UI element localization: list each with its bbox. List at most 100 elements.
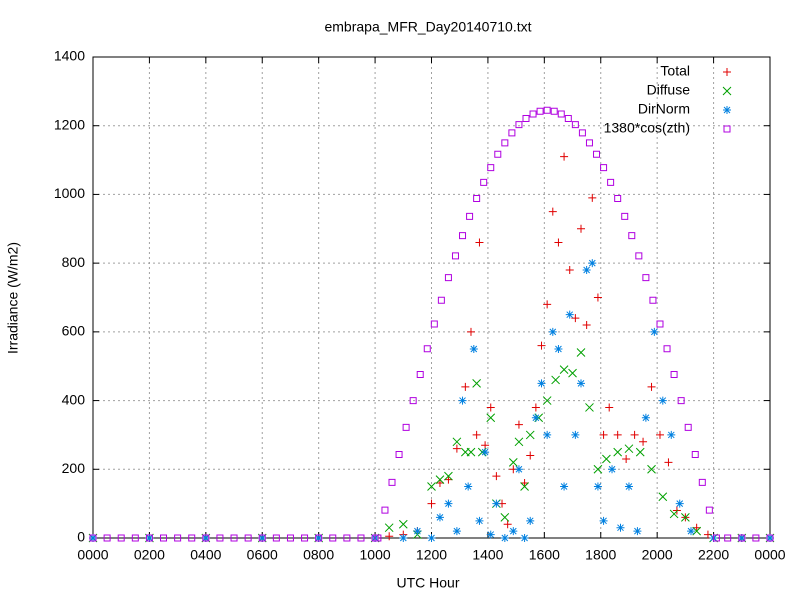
data-point <box>554 238 563 247</box>
data-point <box>565 310 574 319</box>
x-tick-label: 0800 <box>303 547 334 563</box>
data-point <box>681 513 690 522</box>
data-point <box>480 178 488 186</box>
x-tick-label: 2000 <box>642 547 673 563</box>
data-point <box>444 471 453 481</box>
data-point <box>582 320 591 329</box>
data-point <box>89 534 97 542</box>
data-point <box>582 266 591 275</box>
data-point <box>593 150 601 158</box>
data-point <box>641 413 650 422</box>
data-point <box>605 403 614 412</box>
data-point <box>738 534 746 542</box>
data-point <box>560 152 569 161</box>
data-point <box>466 447 476 457</box>
data-point <box>398 519 408 529</box>
data-point <box>500 534 509 542</box>
data-point <box>551 375 560 385</box>
x-tick-label: 2200 <box>698 547 729 563</box>
data-point <box>621 212 629 220</box>
y-tick-label: 200 <box>62 460 86 476</box>
data-point <box>684 423 692 431</box>
data-point <box>515 121 523 129</box>
data-point <box>568 368 577 378</box>
data-point <box>550 107 558 115</box>
data-point <box>385 532 394 541</box>
data-point <box>675 499 684 508</box>
data-point <box>624 482 633 491</box>
data-point <box>301 534 309 542</box>
x-axis-label: UTC Hour <box>396 575 459 591</box>
data-point <box>752 534 760 542</box>
data-point <box>647 382 656 391</box>
data-point <box>315 534 323 542</box>
data-point <box>272 534 280 542</box>
data-point <box>501 139 509 147</box>
data-point <box>492 472 501 481</box>
x-tick-label: 1600 <box>529 547 560 563</box>
data-point <box>599 516 608 525</box>
data-point <box>571 314 580 323</box>
data-point <box>494 150 502 158</box>
chart-title: embrapa_MFR_Day20140710.txt <box>324 19 531 35</box>
data-point <box>487 164 495 172</box>
data-point <box>624 444 634 454</box>
data-point <box>444 475 453 484</box>
data-point <box>216 534 224 542</box>
data-point <box>188 534 196 542</box>
data-point <box>117 534 125 542</box>
data-point <box>537 341 546 350</box>
data-point <box>508 129 516 137</box>
data-point <box>452 444 461 453</box>
data-point <box>427 499 436 508</box>
data-point <box>174 534 182 542</box>
data-point <box>458 396 467 405</box>
data-point <box>452 437 462 447</box>
data-point <box>258 534 266 542</box>
data-point <box>608 465 617 474</box>
data-point <box>667 430 676 439</box>
data-point <box>466 327 475 336</box>
x-tick-label: 0000 <box>754 547 785 563</box>
x-tick-label: 0200 <box>134 547 165 563</box>
data-point <box>656 320 664 328</box>
series-star <box>89 259 774 542</box>
data-point <box>475 516 484 525</box>
data-point <box>481 448 490 457</box>
data-point <box>459 232 467 240</box>
data-point <box>571 430 580 439</box>
data-point <box>554 345 563 354</box>
data-point <box>766 534 774 542</box>
data-point <box>525 430 535 440</box>
data-point <box>230 534 238 542</box>
data-point <box>543 300 552 309</box>
legend-marker <box>722 86 732 96</box>
data-point <box>466 212 474 220</box>
data-point <box>559 365 569 375</box>
data-point <box>500 513 510 522</box>
data-point <box>578 129 586 137</box>
data-point <box>464 482 473 491</box>
data-point <box>724 534 732 542</box>
y-tick-label: 600 <box>62 323 86 339</box>
data-point <box>423 345 431 353</box>
data-point <box>486 403 495 412</box>
legend-label: 1380*cos(zth) <box>604 120 690 136</box>
data-point <box>160 534 168 542</box>
data-point <box>437 296 445 304</box>
x-tick-label: 0600 <box>247 547 278 563</box>
data-point <box>244 534 252 542</box>
data-point <box>607 178 615 186</box>
data-point <box>576 348 586 357</box>
data-point <box>522 114 530 122</box>
data-point <box>655 430 664 439</box>
data-point <box>492 499 501 508</box>
data-point <box>548 327 557 336</box>
data-point <box>514 420 523 429</box>
y-tick-label: 1200 <box>54 116 85 132</box>
data-point <box>647 464 656 474</box>
data-point <box>451 252 459 260</box>
data-point <box>698 478 706 486</box>
data-point <box>103 534 111 542</box>
data-point <box>388 478 396 486</box>
